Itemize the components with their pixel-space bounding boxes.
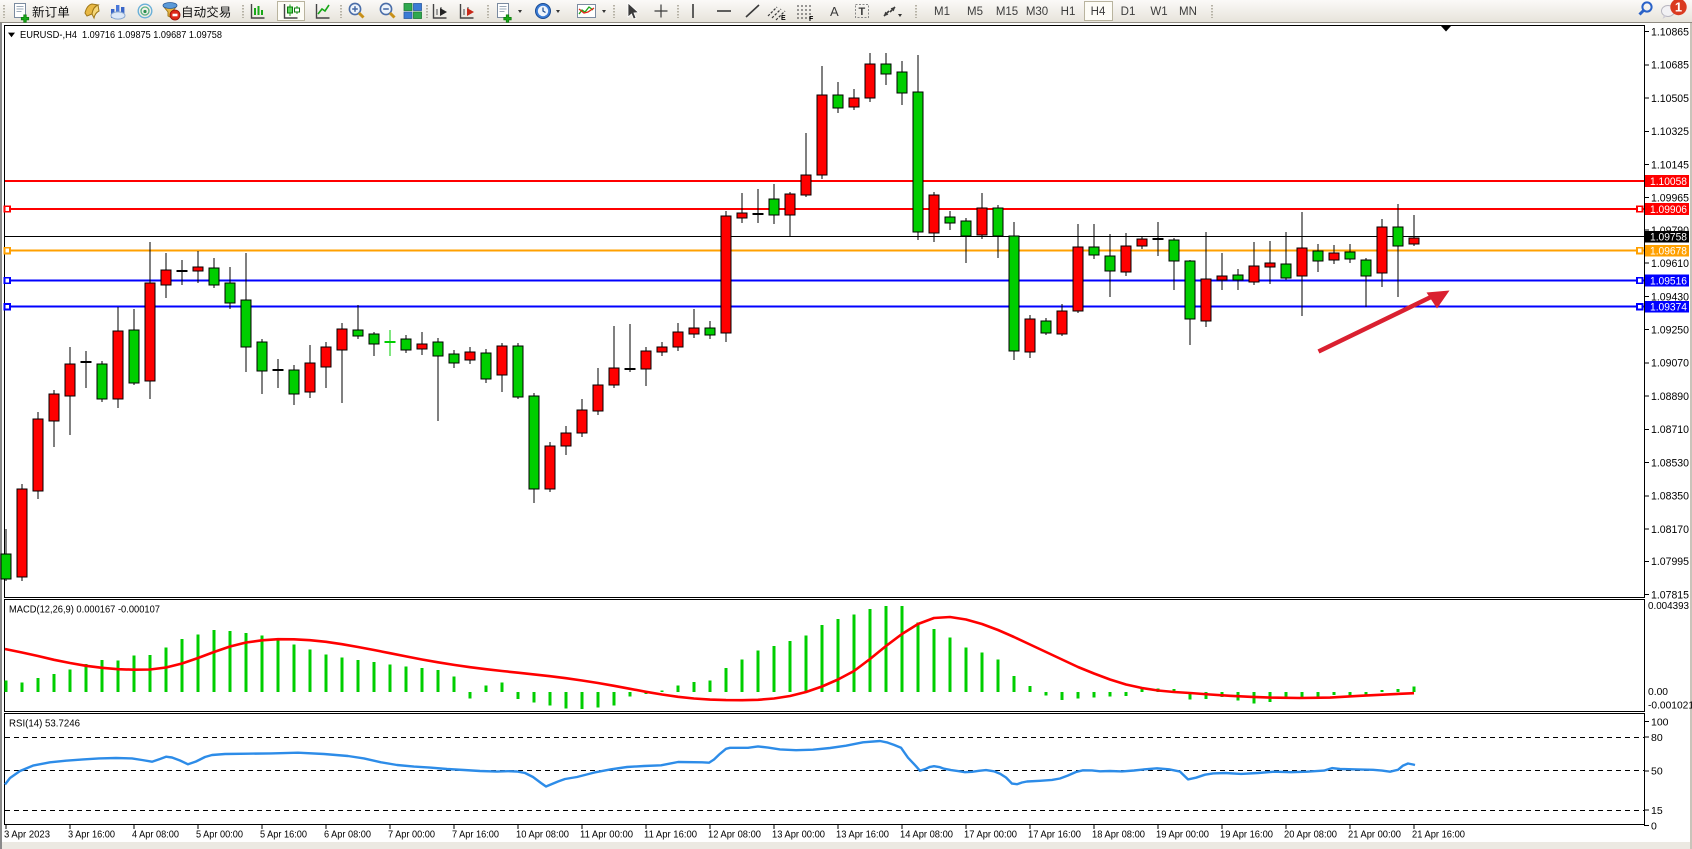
- svg-text:1.08170: 1.08170: [1651, 524, 1689, 536]
- svg-text:1.07995: 1.07995: [1651, 556, 1689, 568]
- svg-text:A: A: [830, 4, 839, 19]
- svg-text:1.10058: 1.10058: [1650, 176, 1687, 188]
- svg-text:1.10145: 1.10145: [1651, 159, 1689, 171]
- svg-text:M5: M5: [967, 6, 983, 18]
- svg-text:14 Apr 08:00: 14 Apr 08:00: [900, 830, 953, 841]
- svg-text:1.09070: 1.09070: [1651, 358, 1689, 370]
- svg-text:1: 1: [1675, 0, 1682, 15]
- svg-text:3 Apr 16:00: 3 Apr 16:00: [68, 830, 115, 841]
- svg-text:11 Apr 00:00: 11 Apr 00:00: [580, 830, 633, 841]
- svg-text:F: F: [809, 16, 814, 23]
- svg-text:7 Apr 16:00: 7 Apr 16:00: [452, 830, 499, 841]
- svg-text:MACD(12,26,9) 0.000167 -0.0001: MACD(12,26,9) 0.000167 -0.000107: [9, 604, 160, 616]
- svg-text:1.09430: 1.09430: [1651, 291, 1689, 303]
- svg-text:EURUSD-,H4: EURUSD-,H4: [20, 29, 77, 41]
- svg-text:MN: MN: [1179, 6, 1197, 18]
- svg-text:1.09906: 1.09906: [1650, 204, 1687, 216]
- svg-text:5 Apr 00:00: 5 Apr 00:00: [196, 830, 243, 841]
- svg-text:1.08350: 1.08350: [1651, 491, 1689, 503]
- svg-text:13 Apr 00:00: 13 Apr 00:00: [772, 830, 825, 841]
- svg-text:1.09250: 1.09250: [1651, 325, 1689, 337]
- svg-text:M15: M15: [996, 6, 1018, 18]
- svg-text:5 Apr 16:00: 5 Apr 16:00: [260, 830, 307, 841]
- svg-text:1.09374: 1.09374: [1650, 302, 1687, 314]
- svg-text:6 Apr 08:00: 6 Apr 08:00: [324, 830, 371, 841]
- svg-text:7 Apr 00:00: 7 Apr 00:00: [388, 830, 435, 841]
- svg-text:17 Apr 00:00: 17 Apr 00:00: [964, 830, 1017, 841]
- svg-text:1.08710: 1.08710: [1651, 424, 1689, 436]
- svg-text:H4: H4: [1091, 6, 1106, 18]
- svg-text:1.09716 1.09875 1.09687 1.0975: 1.09716 1.09875 1.09687 1.09758: [82, 29, 222, 41]
- svg-text:19 Apr 00:00: 19 Apr 00:00: [1156, 830, 1209, 841]
- svg-text:4 Apr 08:00: 4 Apr 08:00: [132, 830, 179, 841]
- svg-text:1.10505: 1.10505: [1651, 93, 1689, 105]
- svg-text:12 Apr 08:00: 12 Apr 08:00: [708, 830, 761, 841]
- svg-text:1.09516: 1.09516: [1650, 275, 1687, 287]
- svg-text:M30: M30: [1026, 6, 1048, 18]
- svg-text:19 Apr 16:00: 19 Apr 16:00: [1220, 830, 1273, 841]
- svg-text:1.10685: 1.10685: [1651, 60, 1689, 72]
- svg-text:1.10865: 1.10865: [1651, 26, 1689, 38]
- svg-text:0.004393: 0.004393: [1648, 600, 1689, 612]
- svg-text:0.00: 0.00: [1648, 686, 1668, 698]
- svg-text:1.09678: 1.09678: [1650, 246, 1687, 258]
- svg-text:M1: M1: [934, 6, 950, 18]
- svg-text:80: 80: [1651, 732, 1663, 744]
- svg-text:3 Apr 2023: 3 Apr 2023: [4, 830, 50, 841]
- svg-text:1.09610: 1.09610: [1651, 258, 1689, 270]
- svg-text:50: 50: [1651, 766, 1663, 778]
- svg-text:-0.001021: -0.001021: [1648, 699, 1692, 711]
- svg-text:1.08530: 1.08530: [1651, 457, 1689, 469]
- svg-text:17 Apr 16:00: 17 Apr 16:00: [1028, 830, 1081, 841]
- svg-text:1.09965: 1.09965: [1651, 193, 1689, 205]
- svg-text:0: 0: [1651, 820, 1657, 832]
- svg-text:D1: D1: [1121, 6, 1136, 18]
- svg-text:1.10325: 1.10325: [1651, 126, 1689, 138]
- svg-text:1.07815: 1.07815: [1651, 589, 1689, 601]
- svg-text:20 Apr 08:00: 20 Apr 08:00: [1284, 830, 1337, 841]
- svg-text:1.08890: 1.08890: [1651, 391, 1689, 403]
- svg-text:11 Apr 16:00: 11 Apr 16:00: [644, 830, 697, 841]
- svg-text:E: E: [781, 15, 786, 22]
- svg-text:100: 100: [1651, 716, 1669, 728]
- svg-text:W1: W1: [1150, 6, 1167, 18]
- svg-text:RSI(14) 53.7246: RSI(14) 53.7246: [9, 717, 80, 729]
- svg-text:10 Apr 08:00: 10 Apr 08:00: [516, 830, 569, 841]
- svg-text:T: T: [859, 6, 866, 18]
- svg-text:21 Apr 00:00: 21 Apr 00:00: [1348, 830, 1401, 841]
- svg-text:18 Apr 08:00: 18 Apr 08:00: [1092, 830, 1145, 841]
- svg-text:21 Apr 16:00: 21 Apr 16:00: [1412, 830, 1465, 841]
- svg-text:H1: H1: [1061, 6, 1076, 18]
- svg-text:15: 15: [1651, 805, 1663, 817]
- svg-text:1.09758: 1.09758: [1650, 232, 1687, 244]
- svg-text:13 Apr 16:00: 13 Apr 16:00: [836, 830, 889, 841]
